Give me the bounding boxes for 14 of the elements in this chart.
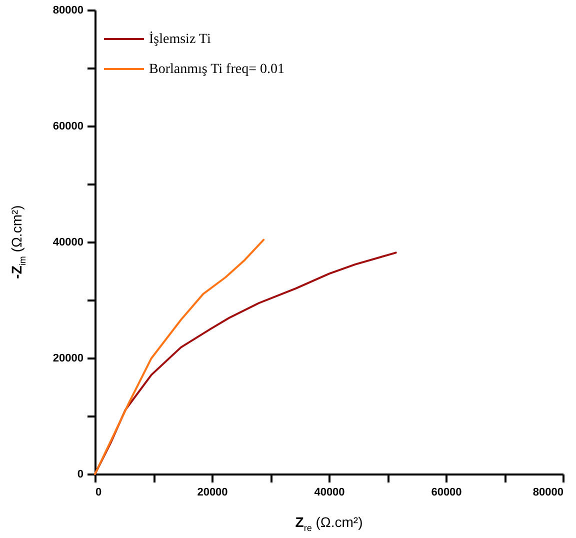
y-tick-label: 80000 xyxy=(52,4,84,16)
legend-label: Borlanmış Ti freq= 0.01 xyxy=(149,62,284,77)
x-tick-label: 40000 xyxy=(314,486,345,498)
x-tick-label: 20000 xyxy=(197,486,228,498)
y-tick-label: 0 xyxy=(77,468,84,480)
x-tick-label: 80000 xyxy=(532,486,564,498)
y-tick-label: 20000 xyxy=(52,352,84,364)
legend-label: İşlemsiz Ti xyxy=(149,31,211,47)
x-tick-label: 0 xyxy=(96,486,102,498)
y-tick-label: 40000 xyxy=(52,236,84,248)
x-axis-title: Z$_{re}$ (Ω.cm²) xyxy=(295,514,363,533)
x-tick-label: 60000 xyxy=(431,486,462,498)
y-tick-label: 60000 xyxy=(52,120,84,132)
line-series xyxy=(94,238,265,475)
